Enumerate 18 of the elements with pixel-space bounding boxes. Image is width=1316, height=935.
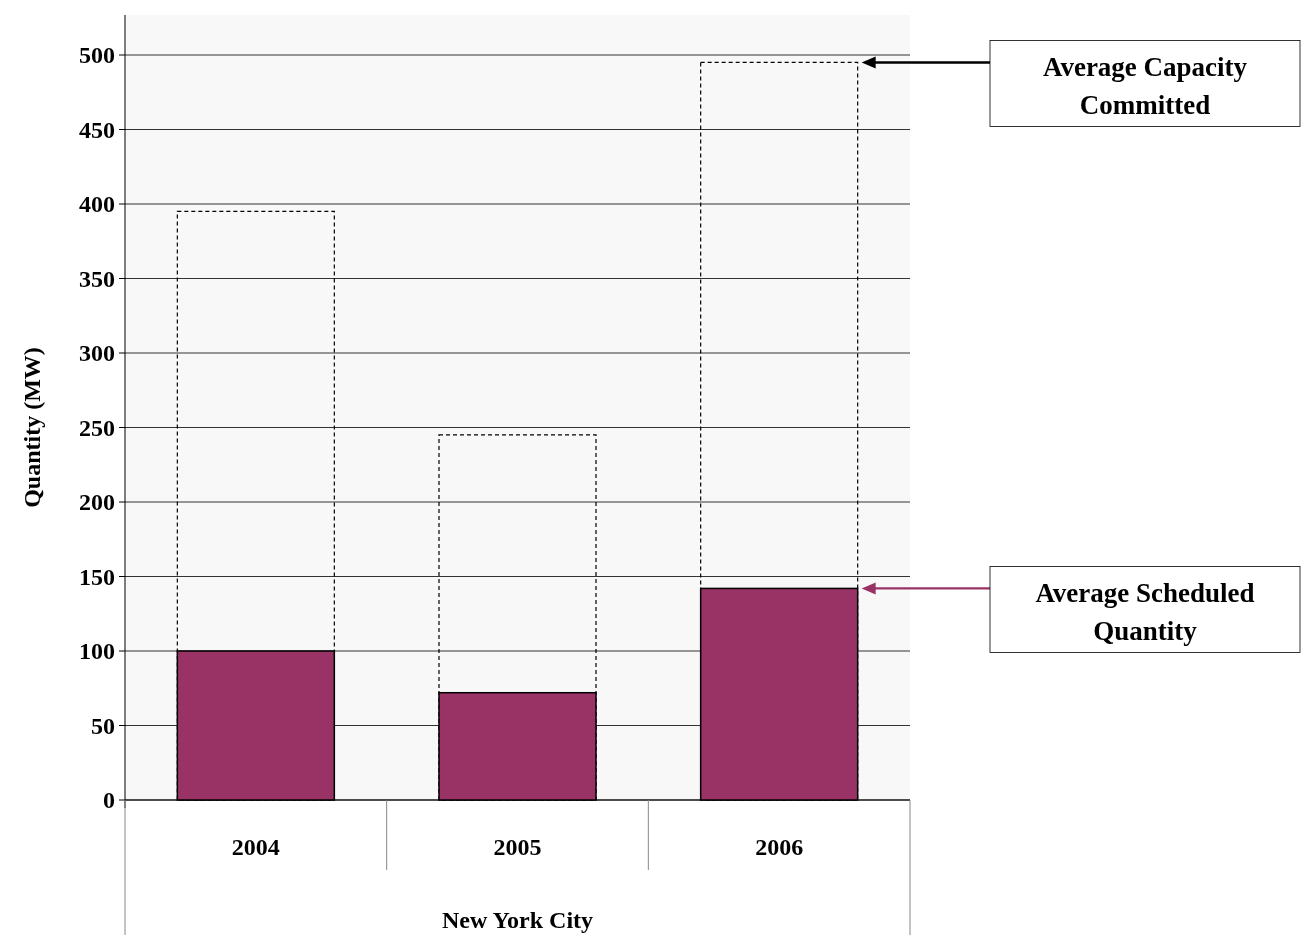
y-tick-label: 0 xyxy=(103,787,115,814)
y-tick-label: 450 xyxy=(79,116,115,143)
y-tick-label: 150 xyxy=(79,563,115,590)
y-tick-label: 250 xyxy=(79,414,115,441)
x-tick-label: 2004 xyxy=(231,834,280,860)
y-tick-label: 400 xyxy=(79,191,115,218)
x-tick-label: 2005 xyxy=(493,834,542,860)
legend-label: Average Scheduled Quantity xyxy=(1035,578,1255,647)
y-tick-label: 500 xyxy=(79,42,115,69)
x-axis-title: New York City xyxy=(441,907,594,933)
legend-label: Average Capacity Committed xyxy=(1042,52,1248,121)
y-axis-title: Quantity (MW) xyxy=(19,347,45,508)
x-tick-label: 2006 xyxy=(755,834,804,860)
y-tick-label: 350 xyxy=(79,265,115,292)
y-tick-label: 300 xyxy=(79,340,115,367)
y-tick-label: 100 xyxy=(79,638,115,665)
y-tick-label: 50 xyxy=(91,712,115,739)
y-tick-label: 200 xyxy=(79,489,115,516)
